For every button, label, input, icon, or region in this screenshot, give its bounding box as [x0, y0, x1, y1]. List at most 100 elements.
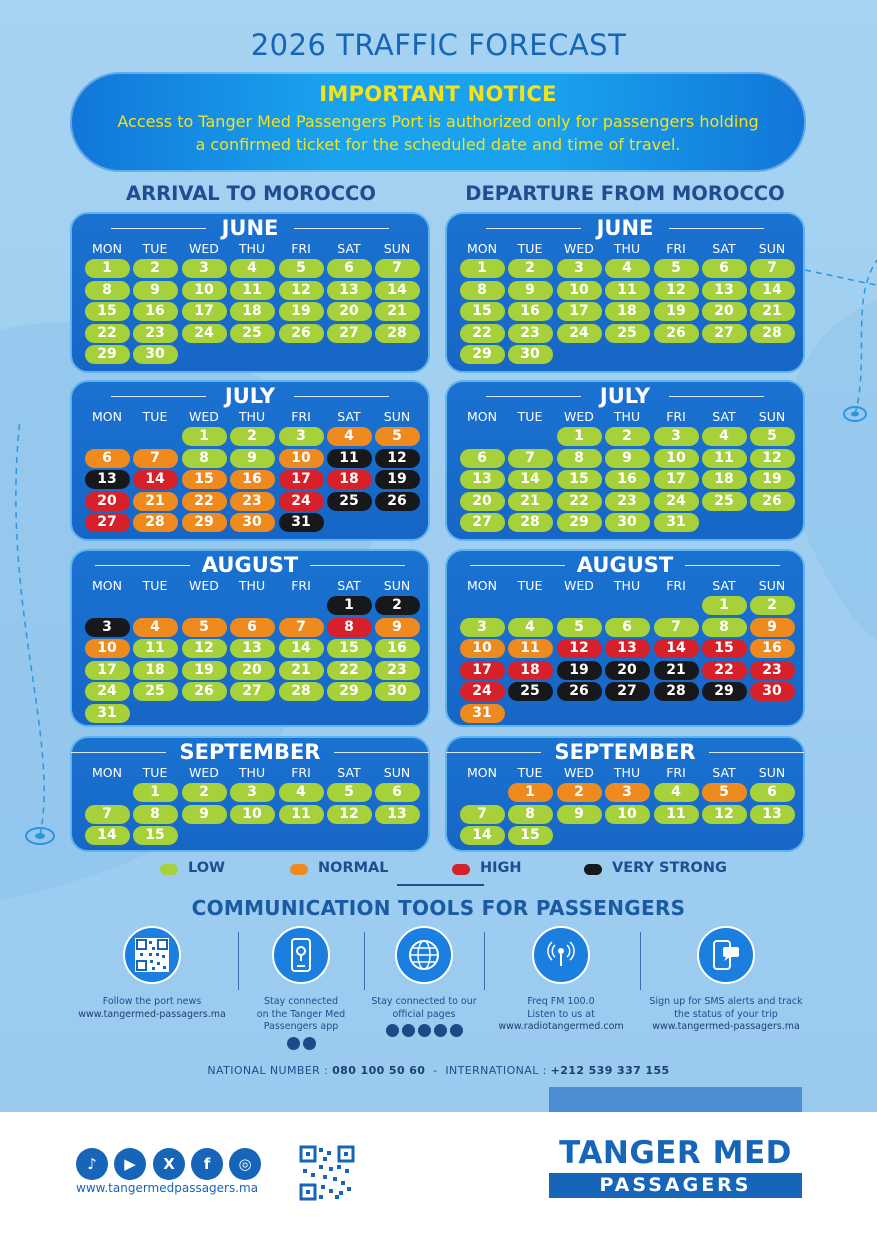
legend-label: NORMAL: [318, 860, 389, 876]
day-cell: 23: [604, 491, 650, 511]
divider: [669, 228, 764, 229]
day-cell: 22: [701, 660, 747, 680]
tool-link[interactable]: www.tangermed-passagers.ma: [652, 1021, 800, 1032]
android-icon[interactable]: [302, 1036, 316, 1050]
tool-description: Freq FM 100.0 Listen to us at www.radiotan…: [481, 996, 641, 1034]
youtube-icon[interactable]: ▶: [114, 1148, 146, 1180]
day-cell: 13: [229, 639, 275, 658]
communication-tool[interactable]: Stay connected to our official pages: [344, 926, 504, 1037]
day-cell: 28: [374, 323, 420, 343]
day-cell: 4: [604, 259, 650, 278]
facebook-icon[interactable]: [385, 1024, 399, 1037]
day-cell: 13: [749, 804, 795, 824]
day-cell: 1: [507, 783, 553, 802]
weekday-label: SUN: [758, 578, 786, 593]
day-cell: 30: [749, 682, 795, 701]
page-title: 2026 TRAFFIC FORECAST: [250, 28, 627, 62]
twitter-icon[interactable]: [433, 1024, 447, 1037]
communication-tool[interactable]: Stay connected on the Tanger Med Passenger…: [221, 926, 381, 1050]
day-cell: 4: [278, 783, 324, 802]
day-cell: 6: [749, 783, 795, 802]
day-cell: 12: [749, 448, 795, 468]
month-name: SEPTEMBER: [554, 740, 696, 764]
communication-tool[interactable]: Sign up for SMS alerts and track the stat…: [646, 926, 806, 1034]
day-cell: 11: [132, 639, 178, 658]
day-cell: 14: [374, 280, 420, 300]
day-cell: 8: [556, 448, 602, 468]
divider: [669, 396, 764, 397]
day-cell: 17: [278, 470, 324, 489]
day-cell: 6: [229, 617, 275, 637]
divider: [486, 228, 581, 229]
radio-icon: [532, 926, 590, 984]
day-cell: 25: [132, 682, 178, 701]
day-cell: 21: [507, 491, 553, 511]
divider: [111, 396, 206, 397]
day-cell: 10: [604, 804, 650, 824]
day-cell: 15: [556, 470, 602, 489]
x-icon[interactable]: X: [153, 1148, 185, 1180]
day-cell: 18: [229, 302, 275, 321]
day-cell: 27: [604, 682, 650, 701]
day-cell: 13: [459, 470, 505, 489]
day-cell: 30: [604, 513, 650, 532]
day-cell: 18: [701, 470, 747, 489]
month-name: JULY: [599, 384, 651, 408]
day-cell: 15: [84, 302, 130, 321]
weekday-label: MON: [92, 409, 122, 424]
day-cell: 14: [278, 639, 324, 658]
communication-tool[interactable]: Freq FM 100.0 Listen to us at www.radiotan…: [481, 926, 641, 1034]
day-cell: 28: [278, 682, 324, 701]
apple-icon[interactable]: [286, 1036, 300, 1050]
weekday-label: THU: [238, 409, 266, 424]
day-cell: 11: [278, 804, 324, 824]
weekday-label: SAT: [712, 409, 736, 424]
day-cell: 31: [84, 703, 130, 723]
instagram-icon[interactable]: [401, 1024, 415, 1037]
tiktok-icon[interactable]: [449, 1024, 463, 1037]
day-cell: 4: [326, 427, 372, 446]
day-cell: 17: [181, 302, 227, 321]
facebook-icon[interactable]: f: [191, 1148, 223, 1180]
day-cell: 11: [229, 280, 275, 300]
instagram-icon[interactable]: ◎: [229, 1148, 261, 1180]
youtube-icon[interactable]: [417, 1024, 431, 1037]
day-cell: 27: [459, 513, 505, 532]
divider: [294, 228, 389, 229]
tool-link[interactable]: www.radiotangermed.com: [498, 1021, 624, 1032]
day-cell: 10: [229, 804, 275, 824]
day-cell: 2: [229, 427, 275, 446]
day-cell: 3: [278, 427, 324, 446]
communication-tool[interactable]: Follow the port news www.tangermed-passag…: [72, 926, 232, 1021]
divider: [71, 752, 166, 753]
communication-tools-title: COMMUNICATION TOOLS FOR PASSENGERS: [191, 896, 686, 920]
day-cell: 28: [749, 323, 795, 343]
day-cell: 12: [653, 280, 699, 300]
day-cell: 16: [507, 302, 553, 321]
day-cell: 7: [84, 804, 130, 824]
day-cell: 9: [507, 280, 553, 300]
day-cell: 13: [701, 280, 747, 300]
weekday-label: MON: [92, 765, 122, 780]
day-cell: 24: [653, 491, 699, 511]
day-cell: 3: [229, 783, 275, 802]
tool-link[interactable]: www.tangermed-passagers.ma: [78, 1008, 226, 1020]
day-cell: 31: [459, 703, 505, 723]
arrival-month-july: JULY MON TUE WED THU FRI SAT SUN 1 2 3 4 5 6 7 8 9 10 11 12…: [70, 380, 430, 541]
weekday-label: MON: [92, 241, 122, 256]
day-cell: 29: [326, 682, 372, 701]
day-cell: 7: [278, 617, 324, 637]
day-cell: 4: [653, 783, 699, 802]
day-cell: 12: [181, 639, 227, 658]
weekday-label: FRI: [291, 578, 311, 593]
website-link[interactable]: www.tangermedpassagers.ma: [76, 1181, 259, 1195]
day-cell: 19: [653, 302, 699, 321]
day-cell: 7: [653, 617, 699, 637]
day-cell: 15: [326, 639, 372, 658]
day-cell: 2: [181, 783, 227, 802]
international-number: +212 539 337 155: [550, 1064, 670, 1077]
separator: -: [433, 1064, 438, 1077]
tiktok-icon[interactable]: ♪: [76, 1148, 108, 1180]
day-cell: 1: [326, 596, 372, 615]
day-cell: 12: [326, 804, 372, 824]
